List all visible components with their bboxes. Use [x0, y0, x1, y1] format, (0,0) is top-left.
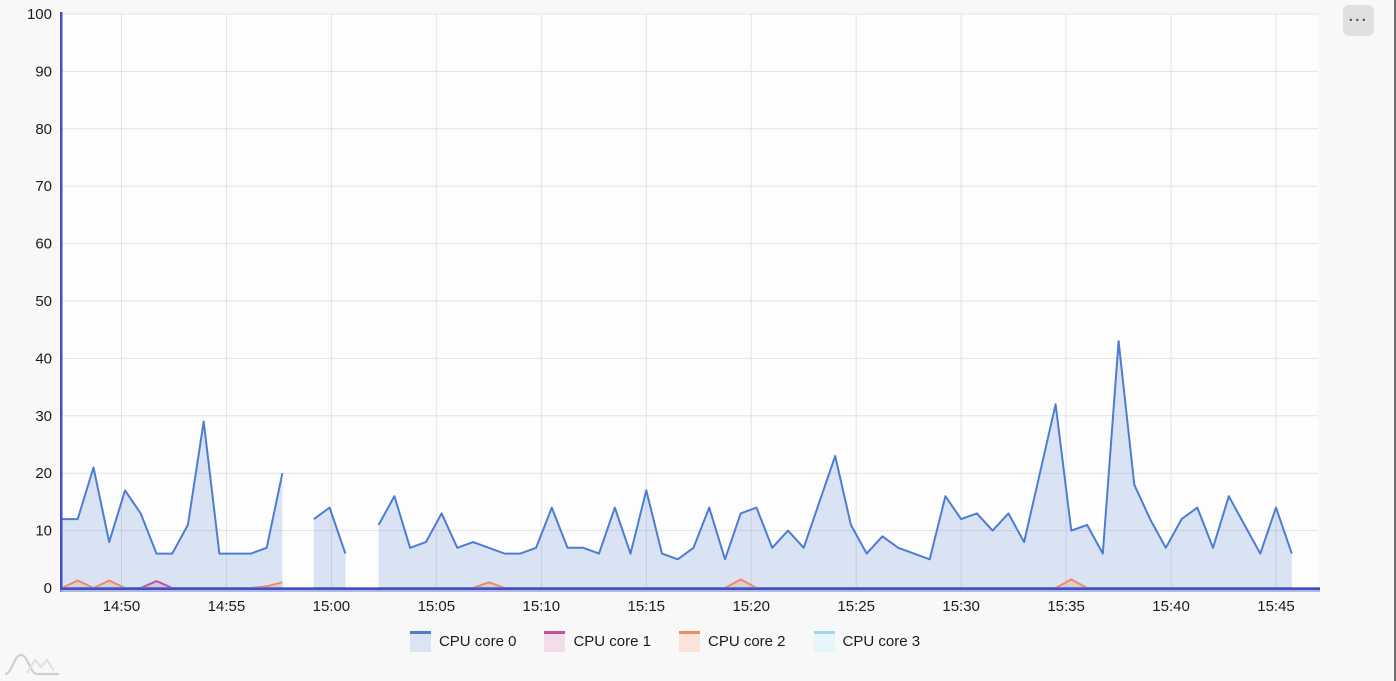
chart-options-button[interactable]: ···	[1343, 5, 1374, 36]
legend-label: CPU core 3	[842, 633, 921, 650]
y-tick-label: 80	[35, 121, 52, 138]
series-line-0	[313, 506, 347, 554]
legend-swatch	[679, 631, 700, 652]
series-line-0	[377, 340, 1293, 561]
y-tick-label: 90	[35, 63, 52, 80]
watermark-chart-icon	[4, 653, 59, 676]
chart-legend: CPU core 0 CPU core 1 CPU core 2 CPU core 3	[0, 631, 1330, 652]
y-axis-line	[60, 12, 63, 592]
legend-item-cpu-core-3[interactable]: CPU core 3	[813, 631, 921, 652]
y-tick-label: 30	[35, 408, 52, 425]
x-axis-shadow	[60, 590, 1320, 592]
legend-swatch	[544, 631, 566, 652]
series-area-0	[62, 421, 283, 588]
x-tick-label: 15:20	[732, 598, 770, 615]
legend-label: CPU core 0	[438, 633, 517, 650]
x-tick-label: 14:55	[208, 598, 246, 615]
legend-swatch	[813, 631, 835, 652]
cpu-usage-chart[interactable]: 0 10 20 30 40 50 60 70 80 90 100 14:50 14:55 15:00 15:…	[0, 0, 1396, 622]
legend-label: CPU core 1	[573, 633, 651, 650]
x-tick-label: 14:50	[103, 598, 141, 615]
legend-item-cpu-core-2[interactable]: CPU core 2	[679, 631, 786, 652]
x-tick-label: 15:45	[1257, 598, 1295, 615]
series-area-2	[378, 579, 1292, 588]
x-tick-label: 15:25	[837, 598, 875, 615]
x-tick-label: 15:15	[627, 598, 665, 615]
x-tick-label: 15:40	[1152, 598, 1190, 615]
y-tick-label: 40	[35, 350, 52, 367]
y-tick-label: 50	[35, 293, 52, 310]
series-area-0	[378, 341, 1292, 588]
right-edge-border	[1394, 0, 1396, 681]
x-axis-line	[60, 587, 1320, 590]
y-tick-label: 100	[27, 6, 52, 23]
legend-label: CPU core 2	[708, 633, 786, 650]
series-line-0	[62, 420, 284, 555]
y-tick-label: 0	[44, 580, 52, 597]
x-tick-label: 15:10	[523, 598, 561, 615]
x-tick-label: 15:05	[418, 598, 456, 615]
legend-item-cpu-core-1[interactable]: CPU core 1	[544, 631, 651, 652]
series-area-2	[62, 580, 283, 588]
legend-item-cpu-core-0[interactable]: CPU core 0	[409, 631, 517, 652]
x-tick-label: 15:00	[313, 598, 351, 615]
y-tick-label: 10	[35, 523, 52, 540]
series-area-0	[313, 507, 346, 588]
y-tick-label: 60	[35, 236, 52, 253]
x-tick-label: 15:35	[1047, 598, 1085, 615]
ellipsis-icon: ···	[1348, 12, 1369, 29]
legend-swatch	[409, 631, 431, 652]
y-tick-label: 70	[35, 178, 52, 195]
y-tick-label: 20	[35, 465, 52, 482]
x-tick-label: 15:30	[942, 598, 980, 615]
